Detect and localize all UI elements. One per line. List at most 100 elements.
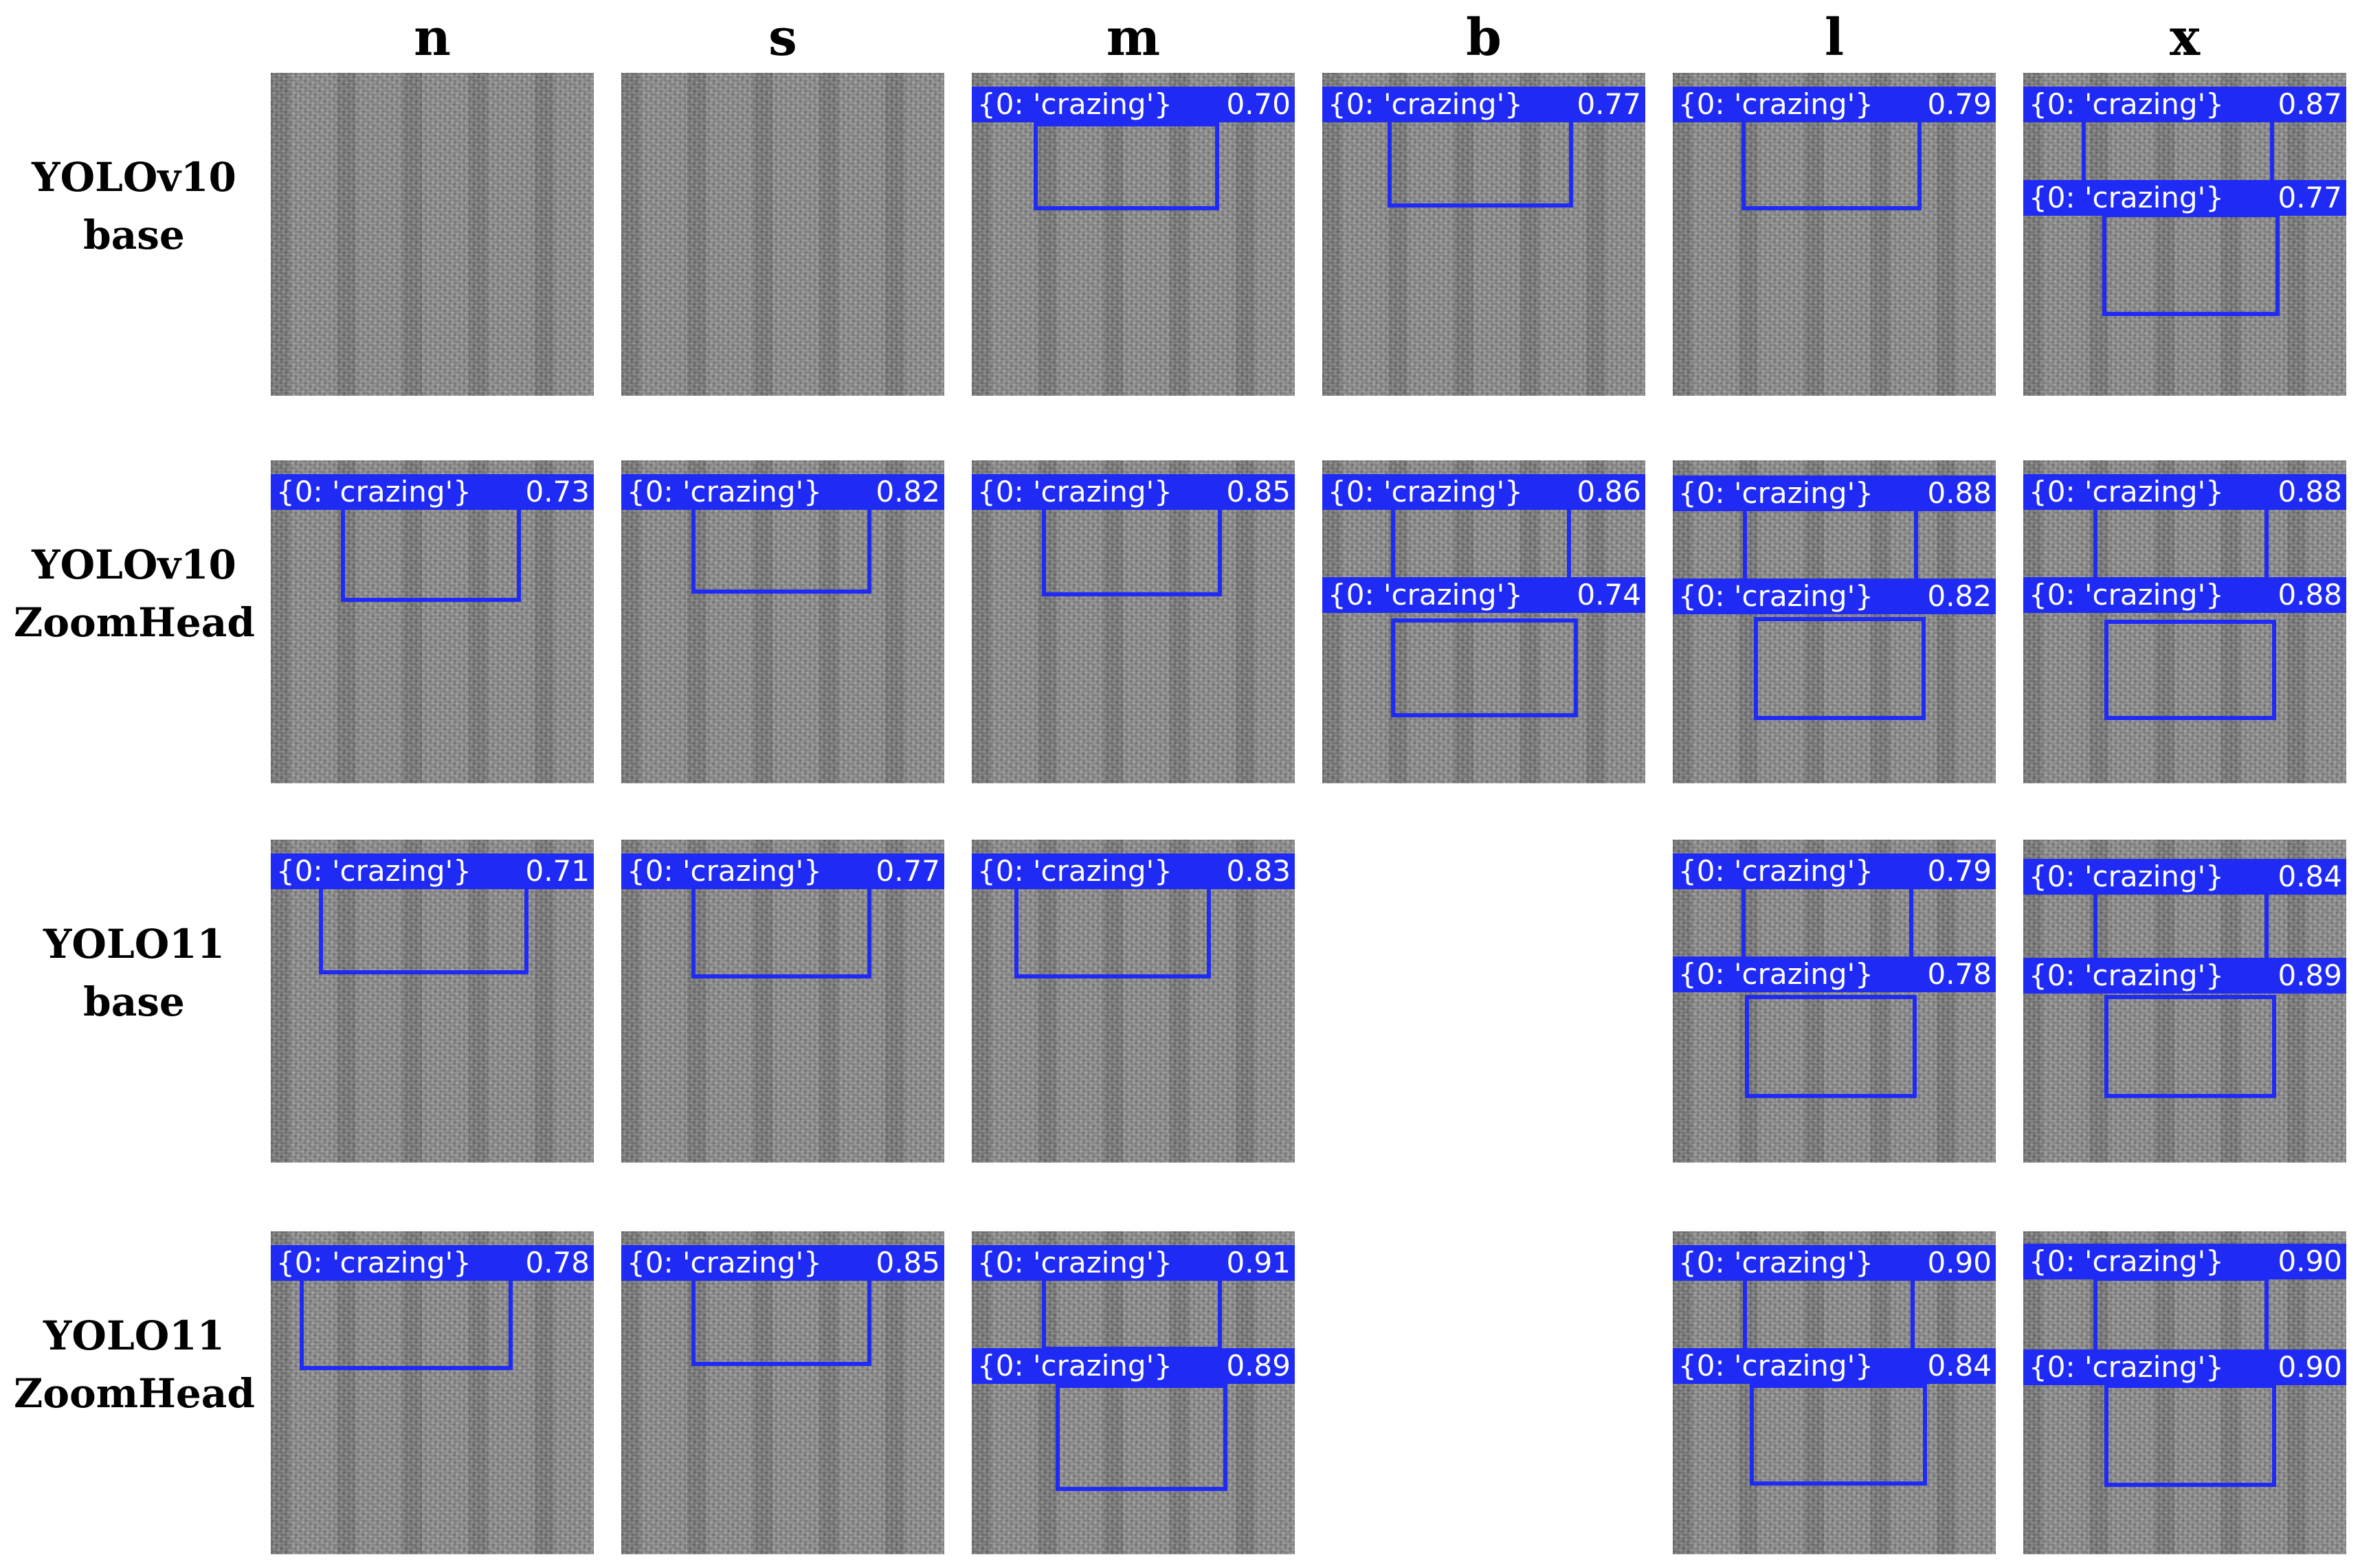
detection-image-s-row3: {0: 'crazing'} 0.85 <box>621 1231 944 1554</box>
bounding-box <box>1743 506 1918 585</box>
detection-label: {0: 'crazing'} 0.85 <box>972 474 1295 510</box>
row-label-line2: ZoomHead <box>14 599 255 647</box>
detection-confidence: 0.78 <box>1927 957 1992 991</box>
bounding-box <box>691 885 871 978</box>
detection-confidence: 0.77 <box>2278 181 2342 214</box>
detection-image-s-row2: {0: 'crazing'} 0.77 <box>621 840 944 1163</box>
detection-label: {0: 'crazing'} 0.77 <box>1322 87 1645 122</box>
bounding-box <box>1750 1384 1927 1486</box>
detection-image-l-row0: {0: 'crazing'} 0.79 <box>1673 73 1996 396</box>
detection-image-n-row1: {0: 'crazing'} 0.73 <box>271 460 594 783</box>
detection-class-text: {0: 'crazing'} <box>1328 578 1523 612</box>
detection-confidence: 0.73 <box>525 475 590 508</box>
detection-class-text: {0: 'crazing'} <box>1678 476 1873 510</box>
detection-label: {0: 'crazing'} 0.84 <box>1673 1348 1996 1384</box>
detection-class-text: {0: 'crazing'} <box>1328 475 1523 508</box>
detection-confidence: 0.70 <box>1226 87 1291 121</box>
detection-class-text: {0: 'crazing'} <box>977 854 1172 888</box>
bounding-box <box>2082 118 2274 190</box>
detection-confidence: 0.77 <box>1577 87 1641 121</box>
detection-label: {0: 'crazing'} 0.88 <box>2023 474 2346 510</box>
detection-image-m-row1: {0: 'crazing'} 0.85 <box>972 460 1295 783</box>
detection-confidence: 0.71 <box>525 854 590 888</box>
detection-image-x-row3: {0: 'crazing'} 0.90 {0: 'crazing'} 0.90 <box>2023 1231 2346 1554</box>
detection-label: {0: 'crazing'} 0.79 <box>1673 853 1996 889</box>
detection-image-x-row1: {0: 'crazing'} 0.88 {0: 'crazing'} 0.88 <box>2023 460 2346 783</box>
detection-image-b-row1: {0: 'crazing'} 0.86 {0: 'crazing'} 0.74 <box>1322 460 1645 783</box>
detection-class-text: {0: 'crazing'} <box>977 475 1172 508</box>
bounding-box <box>1042 1277 1222 1351</box>
detection-image-l-row2: {0: 'crazing'} 0.79 {0: 'crazing'} 0.78 <box>1673 840 1996 1163</box>
detection-class-text: {0: 'crazing'} <box>627 1246 822 1279</box>
detection-class-text: {0: 'crazing'} <box>1678 957 1873 991</box>
detection-class-text: {0: 'crazing'} <box>2029 87 2224 121</box>
detection-image-b-row0: {0: 'crazing'} 0.77 <box>1322 73 1645 396</box>
detection-confidence: 0.79 <box>1927 87 1992 121</box>
detection-confidence: 0.84 <box>1927 1349 1992 1382</box>
bounding-box <box>1034 122 1219 210</box>
detection-class-text: {0: 'crazing'} <box>276 854 471 888</box>
detection-label: {0: 'crazing'} 0.78 <box>271 1245 594 1281</box>
detection-image-s-row1: {0: 'crazing'} 0.82 <box>621 460 944 783</box>
row-label-2: YOLO11 base <box>14 915 254 1031</box>
row-label-line1: YOLOv10 <box>32 541 236 588</box>
detection-confidence: 0.78 <box>525 1246 590 1279</box>
detection-class-text: {0: 'crazing'} <box>977 1246 1172 1279</box>
detection-class-text: {0: 'crazing'} <box>1678 1349 1873 1382</box>
detection-image-l-row1: {0: 'crazing'} 0.88 {0: 'crazing'} 0.82 <box>1673 460 1996 783</box>
column-header-x: x <box>2169 8 2201 67</box>
detection-confidence: 0.83 <box>1226 854 1291 888</box>
detection-class-text: {0: 'crazing'} <box>627 475 822 508</box>
bounding-box <box>1741 118 1922 210</box>
detection-class-text: {0: 'crazing'} <box>1328 87 1523 121</box>
detection-label: {0: 'crazing'} 0.88 <box>2023 577 2346 613</box>
detection-label: {0: 'crazing'} 0.70 <box>972 87 1295 122</box>
detection-label: {0: 'crazing'} 0.73 <box>271 474 594 510</box>
column-header-b: b <box>1466 8 1502 67</box>
detection-label: {0: 'crazing'} 0.88 <box>1673 475 1996 511</box>
bounding-box <box>1391 506 1571 585</box>
row-label-line1: YOLO11 <box>43 921 225 967</box>
bounding-box <box>1741 885 1913 967</box>
bounding-box <box>1014 885 1211 978</box>
detection-label: {0: 'crazing'} 0.85 <box>621 1245 944 1281</box>
detection-label: {0: 'crazing'} 0.79 <box>1673 87 1996 122</box>
bounding-box <box>2104 1384 2276 1487</box>
detection-confidence: 0.86 <box>1577 475 1641 508</box>
bounding-box <box>2104 620 2276 720</box>
detection-image-m-row0: {0: 'crazing'} 0.70 <box>972 73 1295 396</box>
detection-confidence: 0.84 <box>2278 860 2342 893</box>
detection-label: {0: 'crazing'} 0.87 <box>2023 87 2346 122</box>
column-header-n: n <box>414 8 451 67</box>
detection-label: {0: 'crazing'} 0.91 <box>972 1245 1295 1281</box>
detection-confidence: 0.87 <box>2278 87 2342 121</box>
detection-confidence: 0.90 <box>2278 1244 2342 1278</box>
column-header-m: m <box>1106 8 1161 67</box>
detection-label: {0: 'crazing'} 0.84 <box>2023 859 2346 895</box>
detection-confidence: 0.90 <box>2278 1350 2342 1384</box>
row-label-3: YOLO11 ZoomHead <box>14 1307 255 1422</box>
bounding-box <box>691 1277 871 1366</box>
detection-confidence: 0.91 <box>1226 1246 1291 1279</box>
detection-class-text: {0: 'crazing'} <box>276 1246 471 1279</box>
bounding-box <box>341 506 521 602</box>
row-label-line2: base <box>83 212 185 259</box>
detection-confidence: 0.85 <box>1226 475 1291 508</box>
bounding-box <box>2093 1277 2269 1358</box>
row-label-1: YOLOv10 ZoomHead <box>14 536 255 651</box>
detection-class-text: {0: 'crazing'} <box>977 1349 1172 1382</box>
detection-image-n-row0 <box>271 73 594 396</box>
bounding-box <box>300 1277 513 1370</box>
detection-label: {0: 'crazing'} 0.82 <box>621 474 944 510</box>
bounding-box <box>1388 118 1573 208</box>
detection-label: {0: 'crazing'} 0.77 <box>2023 180 2346 216</box>
row-label-line1: YOLOv10 <box>32 154 236 201</box>
bounding-box <box>1056 1384 1227 1491</box>
detection-confidence: 0.82 <box>1927 579 1992 613</box>
detection-class-text: {0: 'crazing'} <box>2029 475 2224 508</box>
detection-class-text: {0: 'crazing'} <box>1678 579 1873 613</box>
detection-label: {0: 'crazing'} 0.90 <box>2023 1349 2346 1385</box>
detection-image-x-row2: {0: 'crazing'} 0.84 {0: 'crazing'} 0.89 <box>2023 840 2346 1163</box>
detection-class-text: {0: 'crazing'} <box>627 854 822 888</box>
